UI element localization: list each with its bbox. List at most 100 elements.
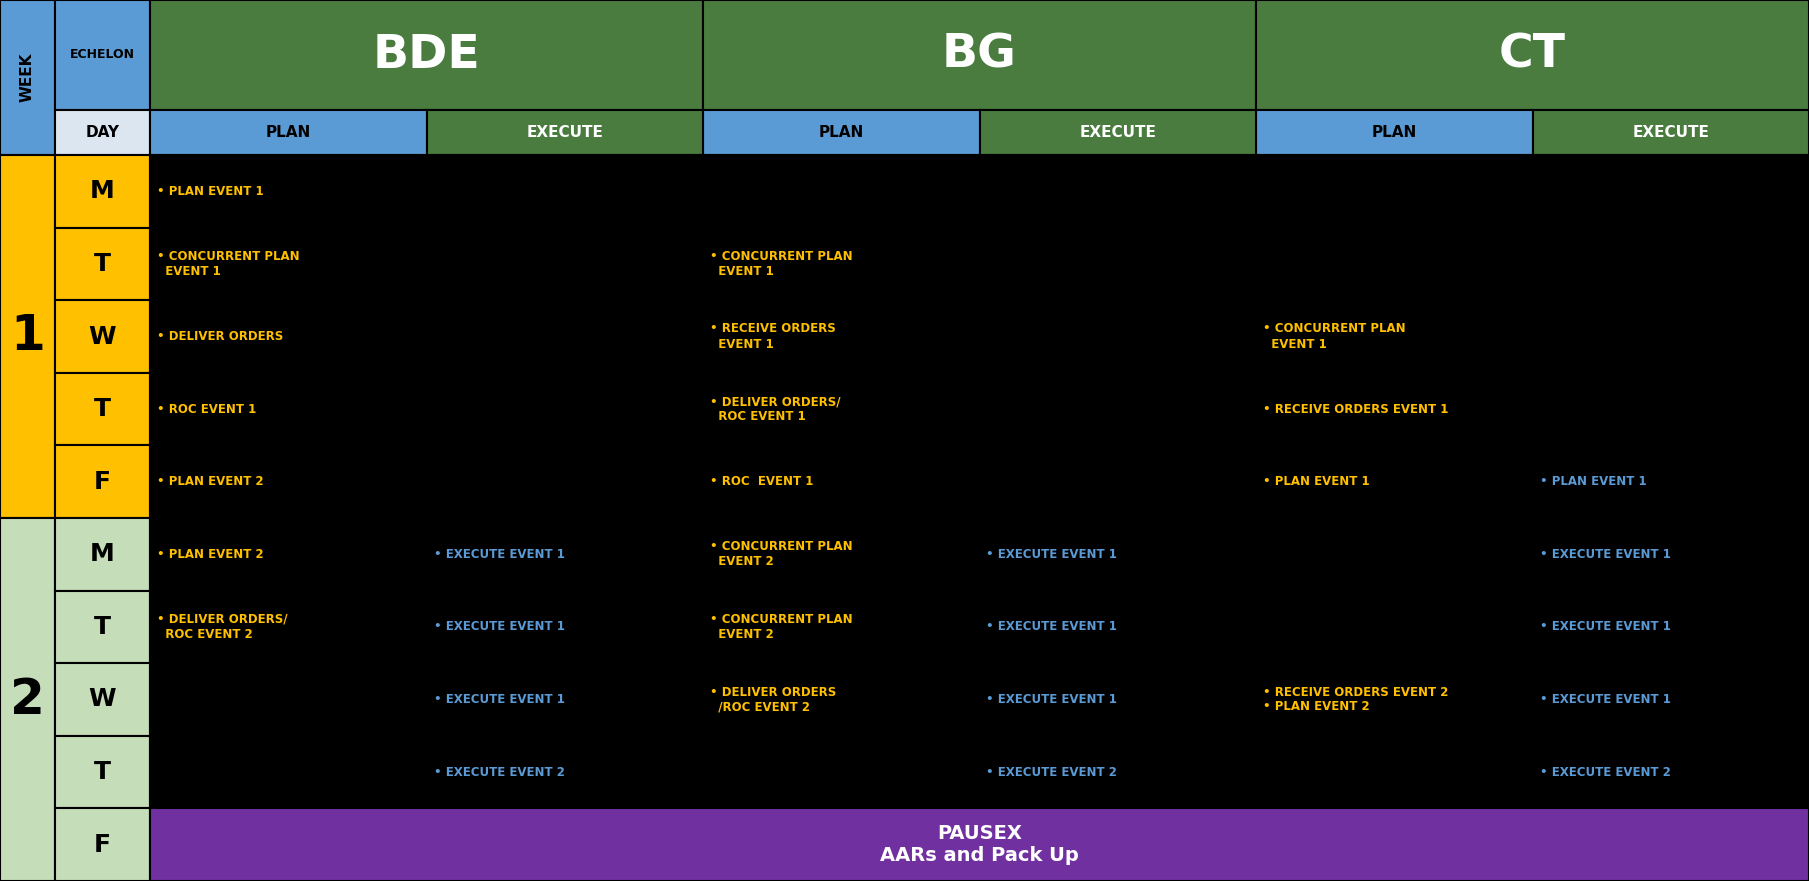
Text: T: T bbox=[94, 252, 110, 276]
Text: • ROC  EVENT 1: • ROC EVENT 1 bbox=[709, 475, 814, 488]
Text: T: T bbox=[94, 615, 110, 639]
Bar bbox=[427, 300, 704, 373]
Bar bbox=[54, 663, 150, 736]
Text: • EXECUTE EVENT 1: • EXECUTE EVENT 1 bbox=[986, 693, 1118, 706]
Bar bbox=[427, 518, 704, 590]
Text: • PLAN EVENT 1: • PLAN EVENT 1 bbox=[157, 185, 264, 198]
Text: • RECEIVE ORDERS
  EVENT 1: • RECEIVE ORDERS EVENT 1 bbox=[709, 322, 836, 351]
Bar bbox=[150, 227, 427, 300]
Text: • CONCURRENT PLAN
  EVENT 1: • CONCURRENT PLAN EVENT 1 bbox=[709, 250, 852, 278]
Bar bbox=[979, 300, 1255, 373]
Text: PAUSEX
AARs and Pack Up: PAUSEX AARs and Pack Up bbox=[881, 825, 1078, 865]
Text: • DELIVER ORDERS: • DELIVER ORDERS bbox=[157, 330, 284, 343]
Bar bbox=[979, 736, 1255, 809]
Bar bbox=[704, 736, 979, 809]
Bar bbox=[150, 446, 427, 518]
Bar bbox=[0, 518, 54, 881]
Text: M: M bbox=[90, 180, 116, 204]
Text: • ROC EVENT 1: • ROC EVENT 1 bbox=[157, 403, 257, 416]
Bar bbox=[704, 110, 979, 155]
Bar bbox=[1532, 663, 1809, 736]
Bar bbox=[54, 518, 150, 590]
Bar bbox=[1532, 110, 1809, 155]
Bar bbox=[979, 590, 1255, 663]
Bar bbox=[704, 446, 979, 518]
Bar bbox=[150, 809, 1809, 881]
Bar bbox=[427, 663, 704, 736]
Bar bbox=[54, 0, 150, 110]
Text: F: F bbox=[94, 833, 110, 856]
Text: EXECUTE: EXECUTE bbox=[526, 125, 602, 140]
Bar bbox=[1255, 446, 1532, 518]
Bar bbox=[150, 590, 427, 663]
Text: T: T bbox=[94, 397, 110, 421]
Bar bbox=[1532, 300, 1809, 373]
Bar bbox=[54, 110, 150, 155]
Text: • PLAN EVENT 1: • PLAN EVENT 1 bbox=[1263, 475, 1369, 488]
Text: ECHELON: ECHELON bbox=[71, 48, 136, 62]
Bar bbox=[1255, 0, 1809, 110]
Bar bbox=[1255, 373, 1532, 446]
Text: • EXECUTE EVENT 2: • EXECUTE EVENT 2 bbox=[986, 766, 1118, 779]
Bar bbox=[54, 809, 150, 881]
Text: • CONCURRENT PLAN
  EVENT 2: • CONCURRENT PLAN EVENT 2 bbox=[709, 613, 852, 640]
Bar bbox=[150, 0, 704, 110]
Bar bbox=[1255, 110, 1532, 155]
Text: • EXECUTE EVENT 1: • EXECUTE EVENT 1 bbox=[1539, 548, 1670, 561]
Bar bbox=[1255, 736, 1532, 809]
Bar bbox=[704, 373, 979, 446]
Text: • EXECUTE EVENT 2: • EXECUTE EVENT 2 bbox=[1539, 766, 1670, 779]
Bar bbox=[704, 300, 979, 373]
Bar bbox=[979, 518, 1255, 590]
Text: • CONCURRENT PLAN
  EVENT 1: • CONCURRENT PLAN EVENT 1 bbox=[1263, 322, 1406, 351]
Text: EXECUTE: EXECUTE bbox=[1632, 125, 1710, 140]
Bar bbox=[150, 373, 427, 446]
Text: PLAN: PLAN bbox=[1371, 125, 1416, 140]
Text: PLAN: PLAN bbox=[266, 125, 311, 140]
Text: CT: CT bbox=[1500, 33, 1567, 78]
Text: F: F bbox=[94, 470, 110, 493]
Bar bbox=[54, 590, 150, 663]
Bar bbox=[704, 663, 979, 736]
Text: • EXECUTE EVENT 1: • EXECUTE EVENT 1 bbox=[1539, 620, 1670, 633]
Bar bbox=[0, 0, 54, 155]
Bar bbox=[427, 155, 704, 227]
Bar bbox=[1255, 227, 1532, 300]
Bar bbox=[54, 736, 150, 809]
Bar bbox=[427, 227, 704, 300]
Bar bbox=[54, 227, 150, 300]
Bar bbox=[150, 736, 427, 809]
Bar bbox=[704, 590, 979, 663]
Bar bbox=[704, 227, 979, 300]
Bar bbox=[1255, 155, 1532, 227]
Text: • CONCURRENT PLAN
  EVENT 1: • CONCURRENT PLAN EVENT 1 bbox=[157, 250, 300, 278]
Text: 1: 1 bbox=[11, 313, 45, 360]
Text: 2: 2 bbox=[11, 676, 45, 723]
Text: • CONCURRENT PLAN
  EVENT 2: • CONCURRENT PLAN EVENT 2 bbox=[709, 540, 852, 568]
Bar bbox=[979, 446, 1255, 518]
Text: WEEK: WEEK bbox=[20, 53, 34, 102]
Bar bbox=[979, 227, 1255, 300]
Bar bbox=[704, 0, 1255, 110]
Text: • EXECUTE EVENT 1: • EXECUTE EVENT 1 bbox=[434, 548, 564, 561]
Bar bbox=[704, 518, 979, 590]
Bar bbox=[704, 155, 979, 227]
Text: • RECEIVE ORDERS EVENT 1: • RECEIVE ORDERS EVENT 1 bbox=[1263, 403, 1449, 416]
Text: • DELIVER ORDERS/
  ROC EVENT 2: • DELIVER ORDERS/ ROC EVENT 2 bbox=[157, 613, 288, 640]
Text: W: W bbox=[89, 324, 116, 349]
Bar bbox=[54, 300, 150, 373]
Text: T: T bbox=[94, 760, 110, 784]
Text: • EXECUTE EVENT 2: • EXECUTE EVENT 2 bbox=[434, 766, 564, 779]
Bar bbox=[1255, 518, 1532, 590]
Text: • EXECUTE EVENT 1: • EXECUTE EVENT 1 bbox=[986, 620, 1118, 633]
Bar bbox=[1255, 590, 1532, 663]
Text: M: M bbox=[90, 543, 116, 566]
Bar bbox=[427, 736, 704, 809]
Bar bbox=[150, 110, 427, 155]
Text: • RECEIVE ORDERS EVENT 2
• PLAN EVENT 2: • RECEIVE ORDERS EVENT 2 • PLAN EVENT 2 bbox=[1263, 685, 1449, 714]
Bar bbox=[150, 663, 427, 736]
Bar bbox=[1532, 373, 1809, 446]
Bar bbox=[150, 155, 427, 227]
Bar bbox=[1255, 663, 1532, 736]
Text: • DELIVER ORDERS/
  ROC EVENT 1: • DELIVER ORDERS/ ROC EVENT 1 bbox=[709, 395, 841, 423]
